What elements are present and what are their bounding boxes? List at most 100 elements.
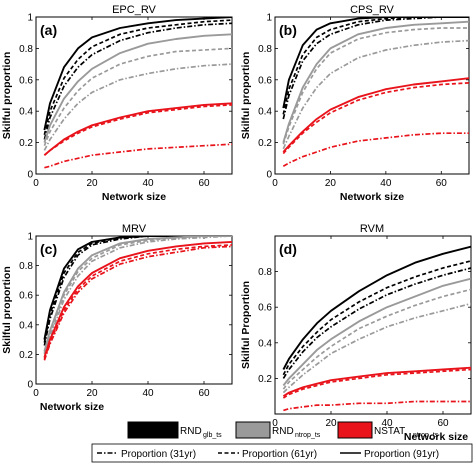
y-axis-label: Skilful proportion bbox=[240, 52, 252, 140]
y-tick-label: 0 bbox=[27, 170, 33, 181]
series-line bbox=[282, 39, 469, 150]
series-group bbox=[282, 17, 469, 167]
legend-label-sub: glb_ts bbox=[203, 432, 222, 439]
series-line bbox=[282, 17, 469, 120]
y-tick-label: 0.2 bbox=[19, 138, 33, 149]
y-tick-label: 0.4 bbox=[19, 320, 33, 331]
series-line bbox=[282, 82, 469, 155]
y-tick-label: 1 bbox=[27, 232, 33, 243]
series-line bbox=[282, 132, 469, 167]
series-line bbox=[282, 17, 469, 109]
legend: RND glb_ts RND ntrop_ts NSTAT ntrop_ts P… bbox=[91, 421, 473, 463]
chart-panel-b: 0 20 40 60 0 0.2 0.4 0.6 0.8 1 (b) CPS_RV Network si… bbox=[240, 4, 470, 203]
series-line bbox=[282, 267, 471, 379]
series-group bbox=[43, 236, 232, 361]
panel-letter: (d) bbox=[279, 241, 297, 257]
x-tick-label: 40 bbox=[142, 178, 154, 189]
y-tick-label: 0.6 bbox=[19, 75, 33, 86]
y-tick-label: 0.2 bbox=[258, 374, 272, 385]
x-tick-label: 60 bbox=[437, 418, 449, 429]
x-tick-label: 40 bbox=[380, 178, 392, 189]
legend-label-sub: ntrop_ts bbox=[413, 432, 439, 439]
series-line bbox=[282, 366, 471, 397]
x-tick-label: 0 bbox=[272, 418, 278, 429]
x-tick-label: 40 bbox=[142, 388, 154, 399]
chart-panel-c: 0 20 40 60 0 0.2 0.4 0.6 0.8 1 (c) MRV Network size S… bbox=[1, 223, 233, 413]
y-tick-label: 0.4 bbox=[19, 107, 33, 118]
series-line bbox=[282, 260, 471, 376]
series-line bbox=[43, 22, 232, 140]
x-tick-label: 20 bbox=[325, 418, 337, 429]
x-tick-label: 0 bbox=[33, 178, 39, 189]
legend-swatch-ntrop bbox=[235, 421, 271, 439]
y-tick-label: 0.4 bbox=[258, 338, 272, 349]
series-line bbox=[282, 302, 471, 394]
y-tick-label: 0.6 bbox=[258, 303, 272, 314]
legend-entry-rnd-glb: RND glb_ts bbox=[127, 421, 222, 439]
series-line bbox=[43, 19, 232, 135]
series-line bbox=[282, 77, 469, 153]
x-tick-label: 60 bbox=[436, 178, 448, 189]
x-axis-label: Network size bbox=[102, 191, 166, 203]
series-line bbox=[282, 245, 471, 370]
y-tick-label: 1 bbox=[266, 13, 272, 24]
legend-line-label: Proportion (31yr) bbox=[121, 449, 196, 460]
x-axis-label: Network size bbox=[340, 191, 404, 203]
x-tick-label: 20 bbox=[86, 388, 98, 399]
panel-letter: (b) bbox=[279, 22, 297, 38]
legend-label-main: NSTAT bbox=[374, 426, 405, 437]
panel-title: EPC_RV bbox=[112, 4, 156, 16]
series-line bbox=[43, 236, 232, 340]
legend-label-sub: ntrop_ts bbox=[295, 432, 321, 439]
series-line bbox=[43, 47, 232, 147]
y-tick-label: 0.8 bbox=[258, 44, 272, 55]
series-line bbox=[282, 288, 471, 390]
y-tick-label: 0.8 bbox=[258, 267, 272, 278]
series-line bbox=[282, 277, 471, 387]
y-axis-label: Skilful Proportion bbox=[240, 281, 252, 369]
series-line bbox=[43, 236, 232, 355]
y-tick-label: 0.2 bbox=[258, 138, 272, 149]
series-line bbox=[282, 368, 471, 399]
y-tick-label: 0.6 bbox=[258, 75, 272, 86]
x-tick-label: 60 bbox=[198, 178, 210, 189]
y-axis-label: Skilful proportion bbox=[1, 52, 13, 140]
chart-panel-a: 0 20 40 60 0 0.2 0.4 0.6 0.8 1 (a) EPC_RV Network si… bbox=[1, 4, 233, 203]
x-tick-label: 0 bbox=[33, 388, 39, 399]
series-line bbox=[282, 20, 469, 143]
x-tick-label: 20 bbox=[86, 178, 98, 189]
series-line bbox=[43, 33, 232, 143]
panel-letter: (c) bbox=[40, 241, 57, 257]
series-line bbox=[283, 400, 471, 412]
series-line bbox=[43, 245, 232, 361]
y-tick-label: 0.2 bbox=[19, 350, 33, 361]
y-tick-label: 0.8 bbox=[19, 261, 33, 272]
legend-entry-rnd-ntrop: RND ntrop_ts bbox=[235, 421, 321, 439]
legend-swatch-nstat bbox=[337, 421, 373, 439]
panel-letter: (a) bbox=[40, 22, 57, 38]
x-axis-label: Network size bbox=[404, 431, 468, 443]
legend-label-main: RND bbox=[272, 426, 294, 437]
x-tick-label: 20 bbox=[325, 178, 337, 189]
chart-panels: 0 20 40 60 0 0.2 0.4 0.6 0.8 1 (a) EPC_RV Network si… bbox=[1, 4, 472, 443]
series-line bbox=[43, 236, 232, 346]
legend-line-label: Proportion (61yr) bbox=[242, 449, 317, 460]
y-tick-label: 0.6 bbox=[19, 291, 33, 302]
panel-title: RVM bbox=[360, 223, 384, 235]
y-axis-label: Skilful proportion bbox=[1, 266, 13, 354]
series-line bbox=[44, 143, 232, 169]
plot-area bbox=[274, 235, 472, 415]
y-tick-label: 0.4 bbox=[258, 107, 272, 118]
legend-entry-nstat-ntrop: NSTAT ntrop_ts bbox=[337, 421, 439, 439]
series-line bbox=[282, 27, 469, 145]
series-line bbox=[43, 236, 232, 354]
x-tick-label: 0 bbox=[272, 178, 278, 189]
y-tick-label: 0 bbox=[27, 380, 33, 391]
y-tick-label: 1 bbox=[27, 13, 33, 24]
panel-title: CPS_RV bbox=[350, 4, 394, 16]
y-tick-label: 0.8 bbox=[19, 44, 33, 55]
plot-area bbox=[35, 16, 233, 175]
legend-line-box bbox=[91, 443, 473, 463]
panel-title: MRV bbox=[122, 223, 147, 235]
